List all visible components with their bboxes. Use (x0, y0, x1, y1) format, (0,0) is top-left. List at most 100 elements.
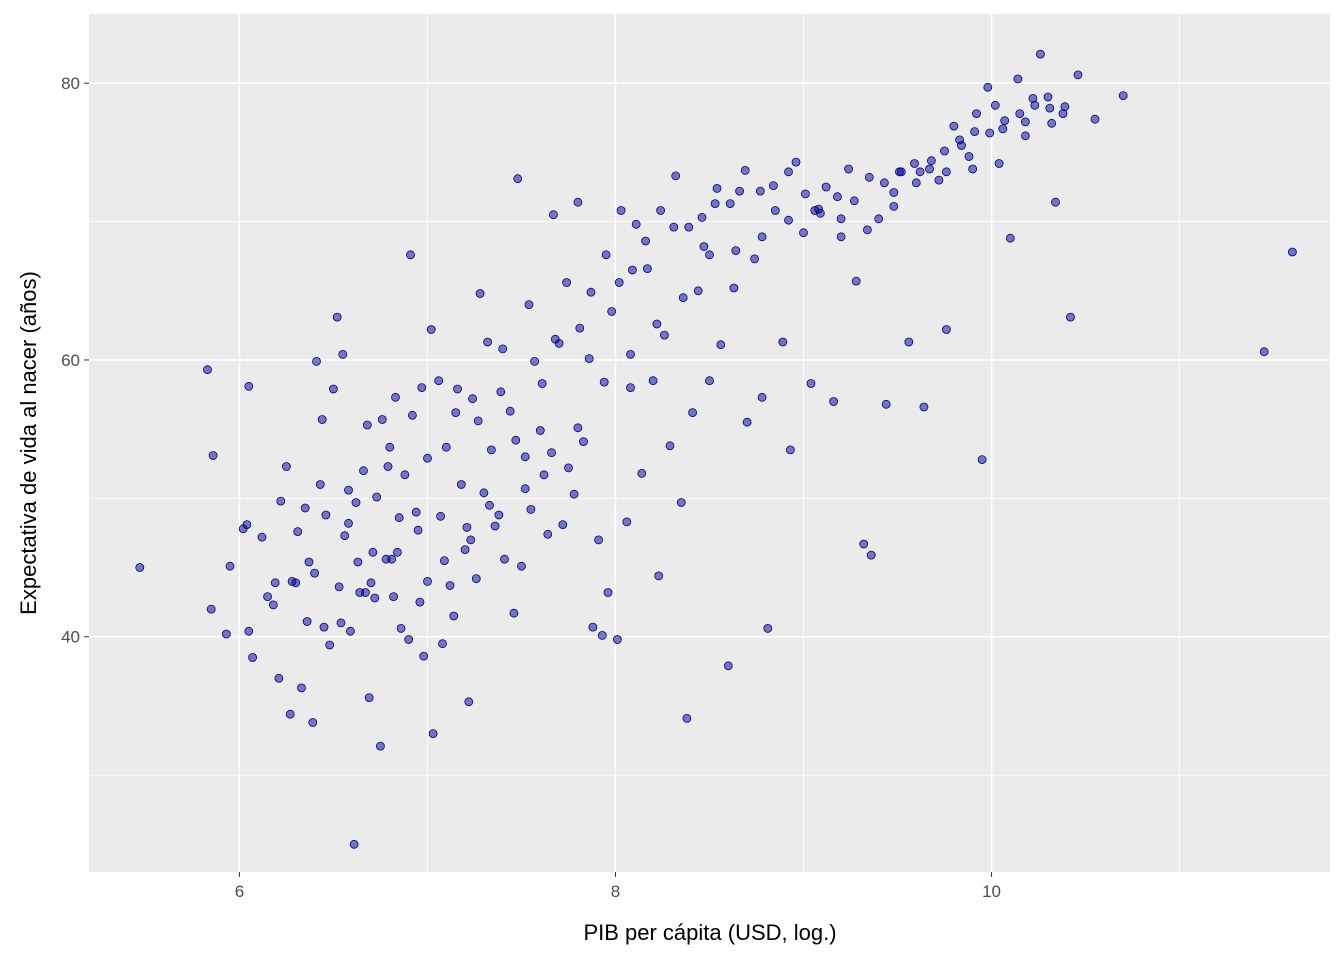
data-point (994, 159, 1004, 168)
data-point (407, 410, 417, 420)
data-point (263, 592, 273, 601)
data-point (517, 561, 526, 571)
data-point (881, 399, 891, 409)
data-point (712, 183, 722, 193)
data-point (626, 383, 635, 393)
data-point (297, 683, 306, 693)
data-point (769, 181, 778, 191)
data-point (257, 532, 267, 542)
x-tick-label: 10 (982, 882, 1001, 901)
data-point (439, 556, 449, 565)
data-point (475, 289, 485, 298)
data-point (456, 480, 466, 489)
data-point (377, 415, 387, 424)
data-point (742, 417, 752, 427)
data-point (1259, 347, 1269, 357)
data-point (588, 622, 598, 632)
data-point (864, 172, 874, 182)
data-point (413, 525, 423, 535)
data-point (750, 254, 759, 264)
data-point (300, 503, 310, 513)
data-point (977, 455, 987, 465)
data-point (693, 286, 703, 296)
data-point (688, 408, 697, 418)
y-tick-label: 80 (61, 74, 80, 93)
data-point (799, 228, 808, 238)
data-point (1000, 116, 1010, 125)
data-point (833, 192, 842, 202)
data-point (362, 420, 372, 430)
data-point (626, 349, 635, 359)
data-point (614, 278, 624, 287)
data-point (511, 435, 521, 445)
data-point (1073, 70, 1083, 80)
data-point (392, 547, 402, 557)
data-point (500, 554, 509, 564)
data-point (699, 242, 709, 251)
data-point (498, 344, 508, 354)
data-point (550, 334, 560, 344)
data-point (676, 498, 686, 507)
data-point (575, 323, 585, 333)
data-point (336, 618, 346, 628)
data-point (225, 561, 235, 571)
data-point (968, 164, 978, 174)
data-point (321, 510, 331, 520)
data-point (221, 629, 231, 639)
data-point (1118, 91, 1128, 100)
data-point (351, 498, 361, 507)
data-point (345, 626, 355, 636)
data-point (1090, 114, 1100, 124)
data-point (863, 225, 872, 235)
data-point (740, 165, 750, 175)
data-point (810, 206, 820, 215)
data-point (656, 206, 665, 215)
data-point (641, 236, 650, 246)
data-point (325, 640, 335, 650)
data-point (471, 574, 481, 583)
data-point (468, 394, 478, 404)
data-point (370, 593, 380, 603)
data-point (594, 535, 603, 545)
data-point (622, 517, 632, 527)
data-point (520, 484, 530, 494)
data-point (1005, 233, 1015, 243)
data-point (344, 485, 353, 495)
data-point (394, 513, 404, 523)
data-point (607, 307, 617, 316)
data-point (375, 741, 385, 751)
data-point (1013, 74, 1023, 84)
y-tick-labels: 40 60 80 (61, 74, 80, 647)
data-point (579, 437, 588, 447)
data-point (496, 387, 506, 397)
data-point (990, 100, 1000, 110)
data-point (784, 215, 793, 225)
data-point (526, 504, 536, 514)
data-point (564, 463, 573, 473)
data-point (135, 563, 145, 572)
data-point (755, 186, 765, 196)
data-point (406, 250, 415, 260)
y-tick-label: 60 (61, 351, 80, 370)
data-point (535, 426, 545, 435)
plot-panel (89, 14, 1330, 872)
data-point (669, 222, 679, 232)
data-point (586, 287, 596, 297)
y-axis-title: Expectativa de vida al nacer (años) (16, 271, 41, 615)
data-points (135, 49, 1297, 849)
data-point (387, 554, 397, 564)
data-point (601, 250, 611, 260)
data-point (509, 608, 519, 618)
data-point (285, 709, 295, 719)
data-point (925, 164, 934, 174)
data-point (1047, 118, 1057, 128)
x-axis-title: PIB per cápita (USD, log.) (583, 920, 836, 945)
data-point (385, 442, 395, 452)
data-point (866, 550, 876, 560)
data-point (537, 379, 547, 388)
data-point (404, 635, 414, 644)
data-point (206, 604, 216, 614)
data-point (203, 365, 212, 375)
data-point (423, 577, 432, 586)
